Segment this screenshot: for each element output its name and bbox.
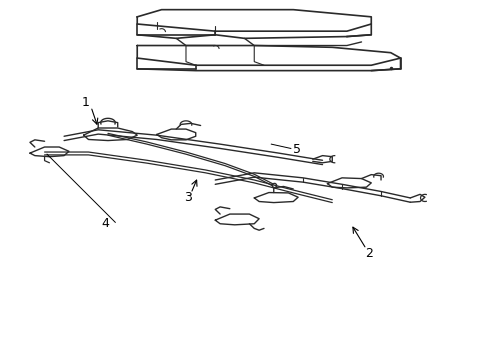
Text: 3: 3: [184, 191, 192, 204]
Text: 4: 4: [102, 216, 109, 230]
Text: 2: 2: [364, 247, 372, 260]
Text: 1: 1: [82, 96, 90, 109]
Text: 5: 5: [293, 143, 301, 156]
